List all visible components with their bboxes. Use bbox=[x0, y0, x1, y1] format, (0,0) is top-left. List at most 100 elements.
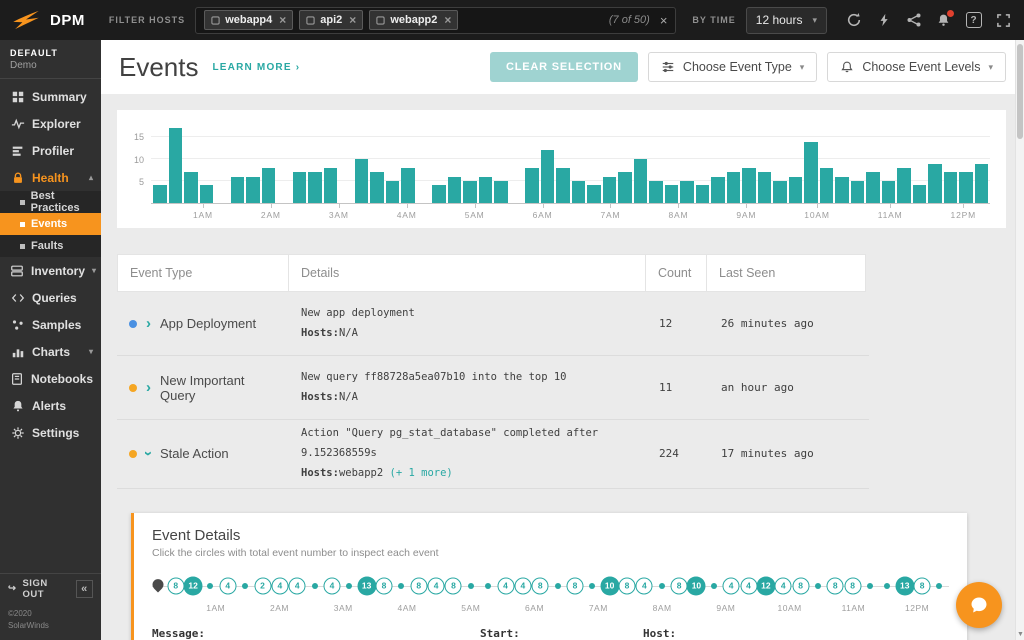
sidebar-item-explorer[interactable]: Explorer bbox=[0, 110, 101, 137]
timeline-event-circle[interactable]: 10 bbox=[686, 576, 706, 596]
collapse-sidebar-button[interactable]: « bbox=[75, 579, 93, 598]
timeline-event-circle[interactable]: 4 bbox=[774, 577, 792, 595]
timeline-event-circle[interactable]: 4 bbox=[323, 577, 341, 595]
vertical-scrollbar[interactable]: ▼ bbox=[1015, 40, 1024, 640]
timeline-event-circle[interactable]: 8 bbox=[531, 577, 549, 595]
clear-filter-icon[interactable]: × bbox=[659, 12, 668, 28]
chart-bar[interactable] bbox=[819, 167, 833, 203]
chart-bar[interactable] bbox=[928, 163, 942, 203]
timeline-dot[interactable] bbox=[884, 582, 891, 589]
sidebar-item-charts[interactable]: Charts ▾ bbox=[0, 338, 101, 365]
time-range-select[interactable]: 12 hours ▾ bbox=[745, 6, 827, 34]
share-icon[interactable] bbox=[905, 12, 922, 29]
sidebar-item-queries[interactable]: Queries bbox=[0, 284, 101, 311]
chart-bar[interactable] bbox=[912, 185, 926, 203]
timeline-dot[interactable] bbox=[589, 582, 596, 589]
expand-row-icon[interactable]: › bbox=[146, 379, 151, 396]
chart-bar[interactable] bbox=[788, 176, 802, 203]
timeline-event-circle[interactable]: 4 bbox=[219, 577, 237, 595]
chat-widget-button[interactable] bbox=[956, 582, 1002, 628]
sign-out-button[interactable]: ↪ SIGN OUT « bbox=[0, 573, 101, 603]
chart-bar[interactable] bbox=[587, 185, 601, 203]
chart-bar[interactable] bbox=[633, 159, 647, 203]
chart-bar[interactable] bbox=[153, 185, 167, 203]
timeline-dot[interactable] bbox=[658, 582, 665, 589]
chart-bar[interactable] bbox=[649, 181, 663, 203]
environment-selector[interactable]: DEFAULT Demo bbox=[0, 40, 101, 79]
timeline-event-circle[interactable]: 4 bbox=[514, 577, 532, 595]
chart-bar[interactable] bbox=[308, 172, 322, 203]
chart-bar[interactable] bbox=[525, 167, 539, 203]
chart-bar[interactable] bbox=[804, 141, 818, 203]
chart-bar[interactable] bbox=[695, 185, 709, 203]
chart-bar[interactable] bbox=[556, 167, 570, 203]
table-row[interactable]: › App Deployment New app deployment Host… bbox=[117, 292, 869, 356]
scrollbar-thumb[interactable] bbox=[1017, 44, 1023, 139]
chart-bar[interactable] bbox=[726, 172, 740, 203]
chart-bar[interactable] bbox=[571, 181, 585, 203]
timeline-event-circle[interactable]: 4 bbox=[288, 577, 306, 595]
timeline-dot[interactable] bbox=[814, 582, 821, 589]
timeline-event-circle[interactable]: 8 bbox=[670, 577, 688, 595]
chart-bar[interactable] bbox=[959, 172, 973, 203]
refresh-icon[interactable] bbox=[845, 12, 862, 29]
chart-bar[interactable] bbox=[447, 176, 461, 203]
sidebar-item-settings[interactable]: Settings bbox=[0, 419, 101, 446]
chart-bar[interactable] bbox=[323, 167, 337, 203]
timeline-event-circle[interactable]: 13 bbox=[357, 576, 377, 596]
timeline-event-circle[interactable]: 8 bbox=[618, 577, 636, 595]
timeline-event-circle[interactable]: 8 bbox=[913, 577, 931, 595]
remove-chip-icon[interactable]: × bbox=[279, 13, 287, 27]
timeline-event-circle[interactable]: 8 bbox=[167, 577, 185, 595]
chart-bar[interactable] bbox=[261, 167, 275, 203]
sidebar-item-health[interactable]: Health ▴ bbox=[0, 164, 101, 191]
choose-event-levels-button[interactable]: Choose Event Levels ▾ bbox=[827, 52, 1006, 82]
timeline-dot[interactable] bbox=[485, 582, 492, 589]
timeline-dot[interactable] bbox=[346, 582, 353, 589]
host-chip[interactable]: webapp2 × bbox=[369, 10, 459, 30]
chart-bar[interactable] bbox=[401, 167, 415, 203]
host-chip[interactable]: webapp4 × bbox=[204, 10, 294, 30]
chart-bar[interactable] bbox=[835, 176, 849, 203]
timeline-event-circle[interactable]: 8 bbox=[792, 577, 810, 595]
lightning-icon[interactable] bbox=[875, 12, 892, 29]
sidebar-item-events[interactable]: Events bbox=[0, 213, 101, 235]
chart-bar[interactable] bbox=[850, 181, 864, 203]
sidebar-item-notebooks[interactable]: Notebooks bbox=[0, 365, 101, 392]
chart-bar[interactable] bbox=[432, 185, 446, 203]
timeline-dot[interactable] bbox=[867, 582, 873, 589]
host-filter-input[interactable]: webapp4 × api2 × webapp2 × (7 of 50) × bbox=[195, 6, 677, 34]
timeline-dot[interactable] bbox=[311, 582, 318, 589]
chart-bar[interactable] bbox=[866, 172, 880, 203]
timeline-event-circle[interactable]: 8 bbox=[444, 577, 462, 595]
timeline-dot[interactable] bbox=[242, 582, 249, 589]
chart-bar[interactable] bbox=[230, 176, 244, 203]
table-row[interactable]: › Stale Action Action "Query pg_stat_dat… bbox=[117, 420, 869, 489]
chart-bar[interactable] bbox=[478, 176, 492, 203]
clear-selection-button[interactable]: CLEAR SELECTION bbox=[490, 52, 638, 82]
chart-bar[interactable] bbox=[897, 167, 911, 203]
sidebar-item-summary[interactable]: Summary bbox=[0, 83, 101, 110]
chart-bar[interactable] bbox=[246, 176, 260, 203]
timeline-dot[interactable] bbox=[710, 582, 717, 589]
sidebar-item-inventory[interactable]: Inventory ▾ bbox=[0, 257, 101, 284]
sidebar-item-faults[interactable]: Faults bbox=[0, 235, 101, 257]
chart-bar[interactable] bbox=[494, 181, 508, 203]
timeline-dot[interactable] bbox=[936, 582, 943, 589]
timeline-event-circle[interactable]: 8 bbox=[566, 577, 584, 595]
expand-row-icon[interactable]: › bbox=[146, 315, 151, 332]
chart-bar[interactable] bbox=[370, 172, 384, 203]
collapse-row-icon[interactable]: › bbox=[140, 451, 157, 457]
chart-bar[interactable] bbox=[618, 172, 632, 203]
chart-bar[interactable] bbox=[602, 176, 616, 203]
chart-bar[interactable] bbox=[881, 181, 895, 203]
timeline-event-circle[interactable]: 4 bbox=[271, 577, 289, 595]
choose-event-type-button[interactable]: Choose Event Type ▾ bbox=[647, 52, 818, 82]
more-hosts-link[interactable]: (+ 1 more) bbox=[389, 466, 453, 479]
chart-bar[interactable] bbox=[680, 181, 694, 203]
chart-bar[interactable] bbox=[184, 172, 198, 203]
chart-bar[interactable] bbox=[773, 181, 787, 203]
remove-chip-icon[interactable]: × bbox=[349, 13, 357, 27]
chart-bar[interactable] bbox=[385, 181, 399, 203]
fullscreen-icon[interactable] bbox=[995, 12, 1012, 29]
